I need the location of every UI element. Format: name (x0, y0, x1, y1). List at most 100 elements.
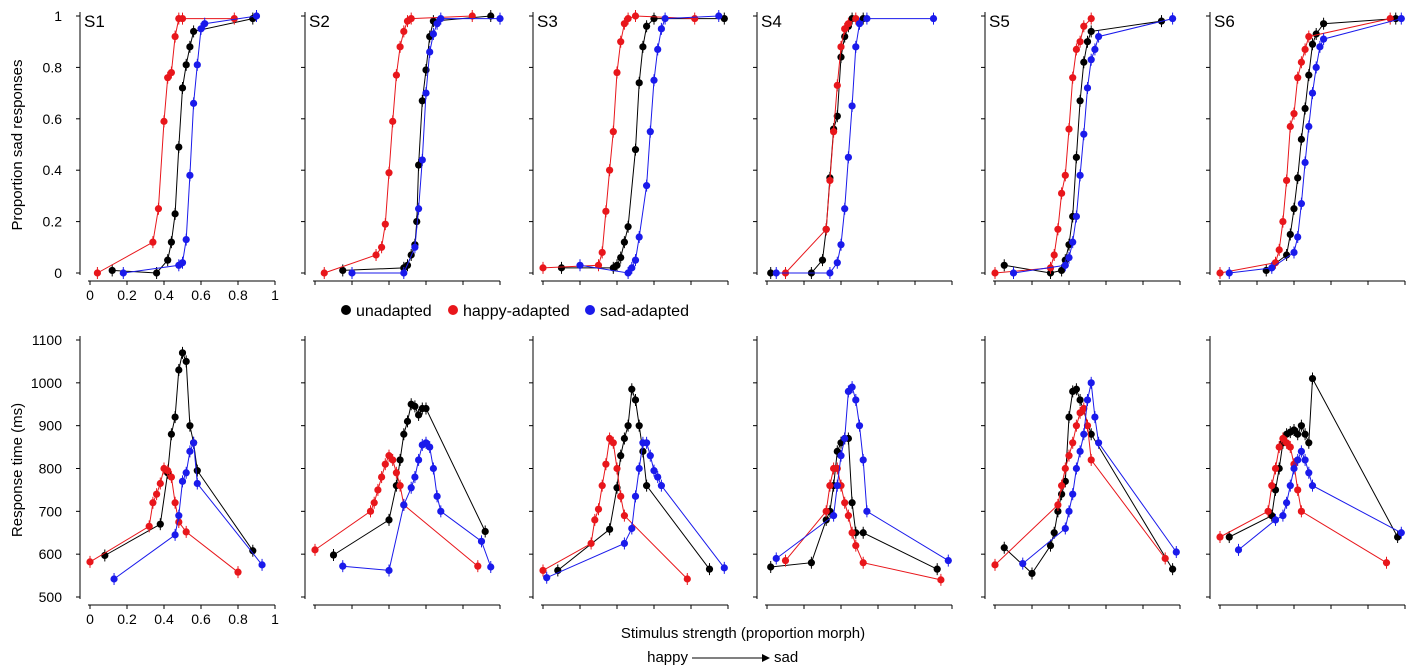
data-point-unadapted (167, 238, 175, 246)
data-point-unadapted (837, 53, 845, 61)
direction-arrowhead (762, 654, 770, 662)
data-point-sad-adapted (624, 269, 632, 277)
data-point-happy-adapted (381, 460, 389, 468)
data-point-sad-adapted (1294, 233, 1302, 241)
data-point-happy-adapted (1268, 482, 1276, 490)
data-point-unadapted (613, 261, 621, 269)
data-point-happy-adapted (320, 269, 328, 277)
data-point-happy-adapted (631, 12, 640, 20)
data-point-unadapted (249, 547, 257, 555)
data-point-unadapted (1000, 544, 1008, 552)
data-point-happy-adapted (385, 169, 393, 177)
data-point-sad-adapted (1019, 559, 1027, 568)
data-point-unadapted (178, 84, 187, 92)
panel-5-rt (981, 336, 1181, 609)
data-point-sad-adapted (190, 99, 198, 107)
data-point-sad-adapted (1076, 171, 1084, 179)
data-point-sad-adapted (1294, 456, 1302, 464)
data-point-unadapted (606, 525, 614, 533)
data-point-happy-adapted (178, 14, 187, 23)
data-point-sad-adapted (1061, 261, 1069, 269)
data-point-unadapted (164, 256, 172, 264)
x-tick-label: 1 (271, 611, 279, 627)
x-tick-label: 0.4 (154, 287, 174, 303)
data-point-happy-adapted (164, 74, 172, 82)
series-line-unadapted (561, 18, 725, 269)
data-point-unadapted (422, 404, 430, 413)
data-point-sad-adapted (1283, 499, 1291, 507)
legend: unadapted happy-adapted sad-adapted (341, 303, 689, 320)
data-point-unadapted (705, 565, 714, 573)
data-point-sad-adapted (772, 269, 780, 277)
data-point-happy-adapted (171, 499, 179, 507)
data-point-unadapted (767, 563, 775, 571)
data-point-unadapted (1000, 261, 1008, 269)
data-point-happy-adapted (1286, 443, 1294, 451)
data-point-sad-adapted (855, 422, 864, 430)
data-point-unadapted (1225, 533, 1233, 541)
data-point-happy-adapted (613, 464, 621, 473)
data-point-sad-adapted (841, 205, 849, 213)
data-point-happy-adapted (617, 492, 625, 500)
data-point-unadapted (1305, 439, 1313, 447)
data-point-unadapted (848, 499, 856, 507)
data-point-happy-adapted (311, 546, 319, 554)
data-point-happy-adapted (1069, 439, 1077, 447)
data-point-happy-adapted (153, 490, 161, 498)
data-point-unadapted (635, 422, 643, 430)
data-point-sad-adapted (348, 269, 356, 277)
data-point-unadapted (1028, 569, 1036, 578)
series-line-unadapted (557, 389, 710, 571)
series-line-happy-adapted (994, 407, 1166, 566)
data-point-sad-adapted (1320, 35, 1328, 43)
data-point-happy-adapted (1080, 22, 1088, 30)
data-point-sad-adapted (1312, 63, 1320, 71)
data-point-happy-adapted (1386, 14, 1394, 23)
panel-2-rt (301, 336, 501, 609)
subject-title: S5 (989, 12, 1010, 31)
data-point-sad-adapted (646, 452, 654, 460)
data-point-happy-adapted (1083, 422, 1092, 430)
data-point-sad-adapted (1297, 447, 1305, 455)
y-tick-label: 1000 (31, 375, 62, 391)
data-point-unadapted (1305, 71, 1313, 79)
data-point-sad-adapted (415, 456, 423, 464)
data-point-sad-adapted (426, 48, 434, 56)
data-point-happy-adapted (991, 561, 999, 569)
data-point-unadapted (418, 97, 426, 105)
data-point-sad-adapted (433, 20, 441, 28)
data-point-sad-adapted (1083, 84, 1092, 92)
data-point-sad-adapted (182, 235, 190, 244)
data-point-unadapted (1046, 542, 1055, 550)
data-point-sad-adapted (1169, 14, 1177, 23)
data-point-sad-adapted (1076, 447, 1084, 455)
data-point-happy-adapted (594, 261, 603, 269)
data-point-unadapted (385, 516, 393, 524)
data-point-unadapted (182, 61, 190, 69)
data-point-happy-adapted (1065, 452, 1073, 460)
data-point-sad-adapted (1297, 200, 1305, 208)
data-point-sad-adapted (418, 156, 426, 164)
data-point-sad-adapted (422, 89, 430, 97)
data-point-unadapted (400, 430, 408, 438)
data-point-sad-adapted (1290, 248, 1298, 257)
x-tick-label: 0.6 (191, 611, 211, 627)
data-point-unadapted (1076, 396, 1084, 404)
series-line-unadapted (1003, 388, 1174, 575)
data-point-unadapted (411, 402, 419, 410)
series-line-unadapted (1229, 376, 1399, 538)
data-point-sad-adapted (643, 182, 651, 190)
data-point-happy-adapted (1161, 554, 1169, 563)
data-point-sad-adapted (437, 507, 445, 515)
data-point-sad-adapted (1083, 396, 1092, 404)
data-point-unadapted (628, 385, 636, 393)
x-tick-label: 0.2 (117, 287, 137, 303)
data-point-sad-adapted (848, 102, 856, 110)
data-point-unadapted (339, 266, 347, 275)
data-point-sad-adapted (426, 443, 434, 451)
data-point-happy-adapted (1286, 122, 1294, 131)
series-line-sad-adapted (776, 18, 934, 274)
data-point-unadapted (1297, 422, 1305, 430)
data-point-sad-adapted (407, 484, 415, 492)
data-point-sad-adapted (496, 14, 504, 23)
